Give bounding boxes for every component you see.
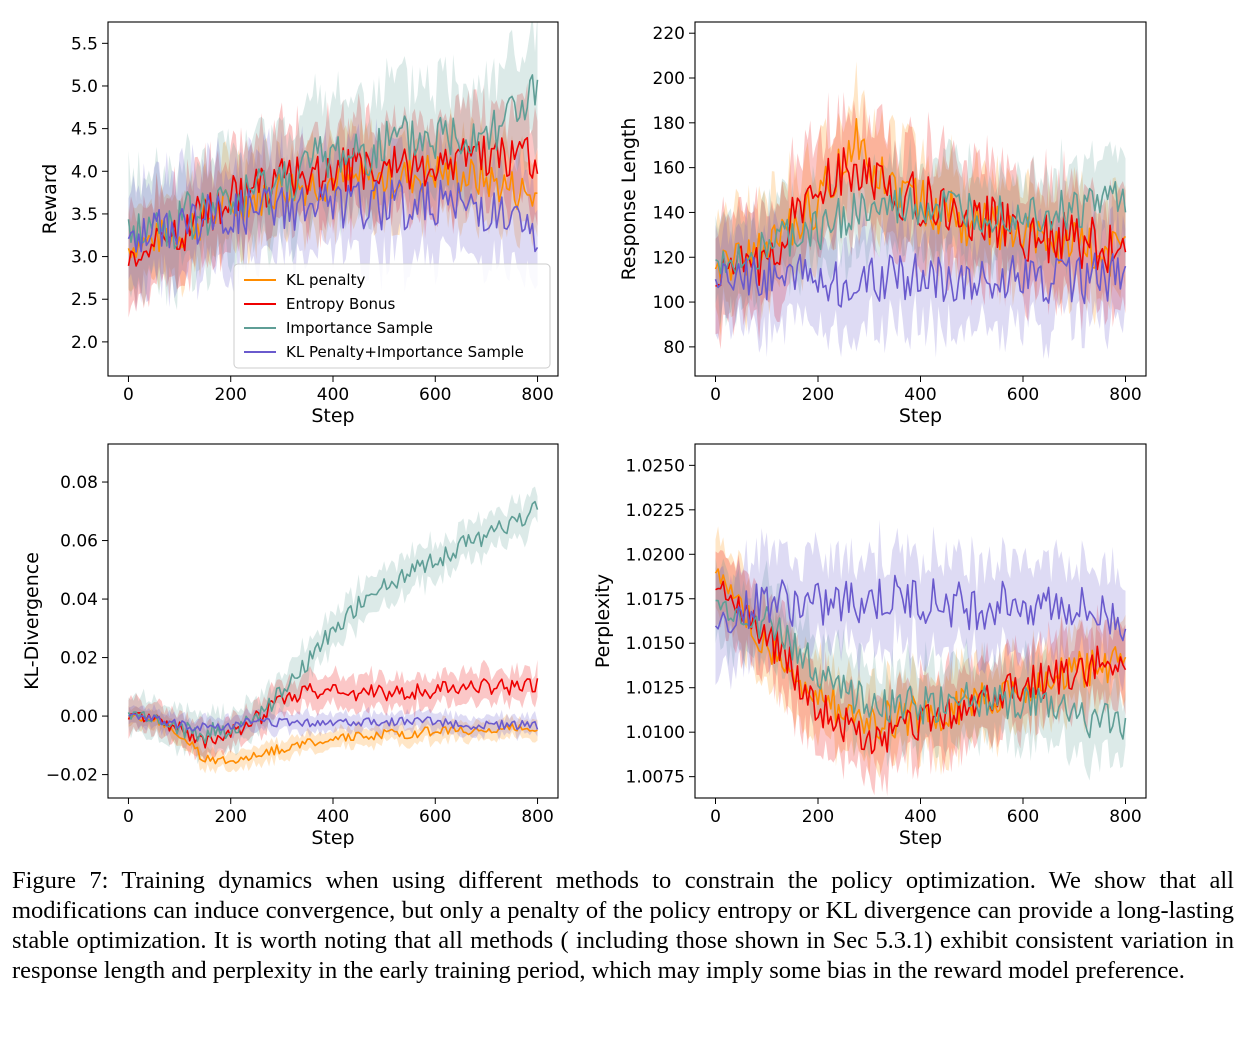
plot-area: [127, 486, 539, 774]
x-tick-label: 200: [215, 385, 247, 405]
y-tick-label: 3.5: [71, 205, 98, 225]
y-axis-label: KL-Divergence: [21, 552, 43, 690]
x-tick-label: 800: [521, 807, 553, 827]
series-line-kl-penalty-importance-sample: [714, 252, 1127, 308]
series-line-entropy-bonus: [715, 147, 1127, 288]
y-axis-label: Perplexity: [592, 574, 614, 668]
y-tick-label: 1.0200: [626, 545, 685, 565]
band-importance-sample: [715, 557, 1126, 781]
y-tick-label: 140: [653, 203, 685, 223]
x-tick-label: 600: [1007, 385, 1039, 405]
plot-area: [714, 519, 1127, 797]
y-tick-label: 1.0150: [626, 634, 685, 654]
figure-canvas: 0 200 400 600 8002.02.53.03.54.04.55.05.5Ste…: [21, 21, 1147, 849]
y-tick-label: 200: [653, 69, 685, 89]
x-tick-label: 800: [521, 385, 553, 405]
y-tick-label: 180: [653, 114, 685, 134]
series-line-importance-sample: [715, 599, 1127, 740]
y-tick-label: 0.06: [60, 532, 98, 552]
y-tick-label: 2.5: [71, 290, 98, 310]
x-tick-label: 200: [802, 385, 834, 405]
x-axis-label: Step: [899, 405, 942, 427]
x-axis-label: Step: [311, 405, 354, 427]
legend-entry-importance-sample: Importance Sample: [286, 319, 433, 337]
series-line-kl-penalty-importance-sample: [128, 713, 539, 732]
y-tick-label: 100: [653, 293, 685, 313]
x-axis-label: Step: [899, 827, 942, 849]
figure-caption: Figure 7: Training dynamics when using d…: [12, 867, 1234, 984]
series-line-kl-penalty-importance-sample: [127, 179, 539, 253]
band-entropy-bonus: [128, 82, 538, 318]
legend-entry-kl-penalty: KL penalty: [286, 271, 365, 289]
y-tick-label: 1.0075: [626, 768, 685, 788]
y-tick-label: 5.5: [71, 34, 98, 54]
x-tick-label: 600: [1007, 807, 1039, 827]
y-tick-label: 1.0100: [626, 723, 685, 743]
y-tick-label: 4.0: [71, 162, 98, 182]
x-tick-label: 0: [123, 807, 134, 827]
legend: KL penalty Entropy Bonus Importance Sample…: [233, 263, 551, 369]
plot-area: [127, 22, 539, 318]
y-tick-label: 220: [653, 24, 685, 44]
y-axis-label: Response Length: [618, 118, 640, 281]
subplot-reward: 0 200 400 600 800 2.0 2.5 3.0 3.5 4.0 4.5 5.0 5.5 Ste…: [39, 21, 559, 427]
y-tick-label: 1.0250: [626, 456, 685, 476]
x-tick-label: 400: [904, 385, 936, 405]
x-tick-label: 0: [710, 385, 721, 405]
x-axis-label: Step: [311, 827, 354, 849]
band-entropy-bonus: [715, 550, 1126, 797]
x-tick-label: 400: [317, 385, 349, 405]
y-tick-label: 120: [653, 248, 685, 268]
y-tick-label: 0.08: [60, 473, 98, 493]
subplot-perplexity: 0 200 400 600 800 1.0075 1.0100 1.0125 1.0150 1.0…: [592, 443, 1147, 849]
band-entropy-bonus: [128, 659, 538, 765]
y-axis-label: Reward: [39, 164, 61, 235]
plot-area: [714, 61, 1127, 359]
x-tick-label: 600: [419, 807, 451, 827]
y-tick-label: 1.0125: [626, 679, 685, 699]
series-line-kl-penalty-importance-sample: [714, 574, 1127, 642]
y-tick-label: −0.02: [46, 766, 98, 786]
subplot-kl-divergence: 0 200 400 600 800 −0.02 0.00 0.02 0.04 0.06 0.08 St…: [21, 443, 559, 849]
x-tick-label: 400: [317, 807, 349, 827]
y-tick-label: 160: [653, 159, 685, 179]
y-tick-label: 80: [663, 338, 685, 358]
y-tick-label: 5.0: [71, 77, 98, 97]
y-tick-label: 0.04: [60, 590, 98, 610]
series-line-kl-penalty: [128, 713, 538, 765]
y-tick-label: 0.00: [60, 707, 98, 727]
x-tick-label: 400: [904, 807, 936, 827]
x-tick-label: 200: [802, 807, 834, 827]
x-tick-label: 800: [1109, 807, 1141, 827]
subplot-response-length: 0 200 400 600 800 80 100 120 140 160 180 200 220 Step…: [618, 21, 1147, 427]
band-kl-penalty-importance-sample: [715, 199, 1126, 359]
y-tick-label: 1.0175: [626, 590, 685, 610]
series-line-importance-sample: [127, 500, 539, 744]
legend-entry-kl-penalty-importance-sample: KL Penalty+Importance Sample: [286, 343, 524, 361]
y-tick-label: 4.5: [71, 120, 98, 140]
band-importance-sample: [128, 486, 538, 765]
y-tick-label: 2.0: [71, 333, 98, 353]
legend-entry-entropy-bonus: Entropy Bonus: [286, 295, 396, 313]
y-tick-label: 0.02: [60, 649, 98, 669]
x-tick-label: 0: [710, 807, 721, 827]
series-line-entropy-bonus: [127, 135, 539, 267]
x-tick-label: 600: [419, 385, 451, 405]
band-importance-sample: [715, 138, 1126, 328]
y-tick-label: 3.0: [71, 248, 98, 268]
series-line-importance-sample: [715, 181, 1127, 276]
x-tick-label: 200: [215, 807, 247, 827]
x-tick-label: 0: [123, 385, 134, 405]
legend-frame: [233, 263, 551, 369]
band-importance-sample: [128, 22, 538, 310]
band-kl-penalty-importance-sample: [715, 519, 1126, 692]
x-tick-label: 800: [1109, 385, 1141, 405]
y-tick-label: 1.0225: [626, 501, 685, 521]
